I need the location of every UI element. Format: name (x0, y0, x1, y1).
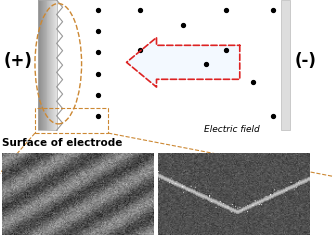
Bar (49, 0, 51, 130)
Bar (38, 0, 40, 130)
Bar (53, 0, 54, 130)
Bar (52, 0, 53, 130)
Bar (39, 0, 41, 130)
Bar (45, 0, 46, 130)
Bar (56, 0, 57, 130)
Bar (55, 0, 56, 130)
Text: Electric field: Electric field (203, 125, 259, 134)
Bar (40, 0, 41, 130)
Bar (48, 0, 49, 130)
Bar (43, 0, 44, 130)
Bar (42, 0, 43, 130)
Bar (44, 0, 45, 130)
Bar (47, 0, 48, 130)
Text: (+): (+) (3, 52, 32, 70)
Text: (-): (-) (295, 52, 317, 70)
Bar (38, 0, 57, 130)
Bar (54, 0, 55, 130)
Bar (41, 0, 42, 130)
Bar (48, 0, 50, 130)
Bar (35, 108, 108, 133)
Bar (51, 0, 52, 130)
Text: Surface of electrode: Surface of electrode (2, 138, 122, 148)
Bar (46, 0, 47, 130)
Bar (50, 0, 51, 130)
Bar (281, 0, 290, 130)
Polygon shape (127, 38, 240, 87)
